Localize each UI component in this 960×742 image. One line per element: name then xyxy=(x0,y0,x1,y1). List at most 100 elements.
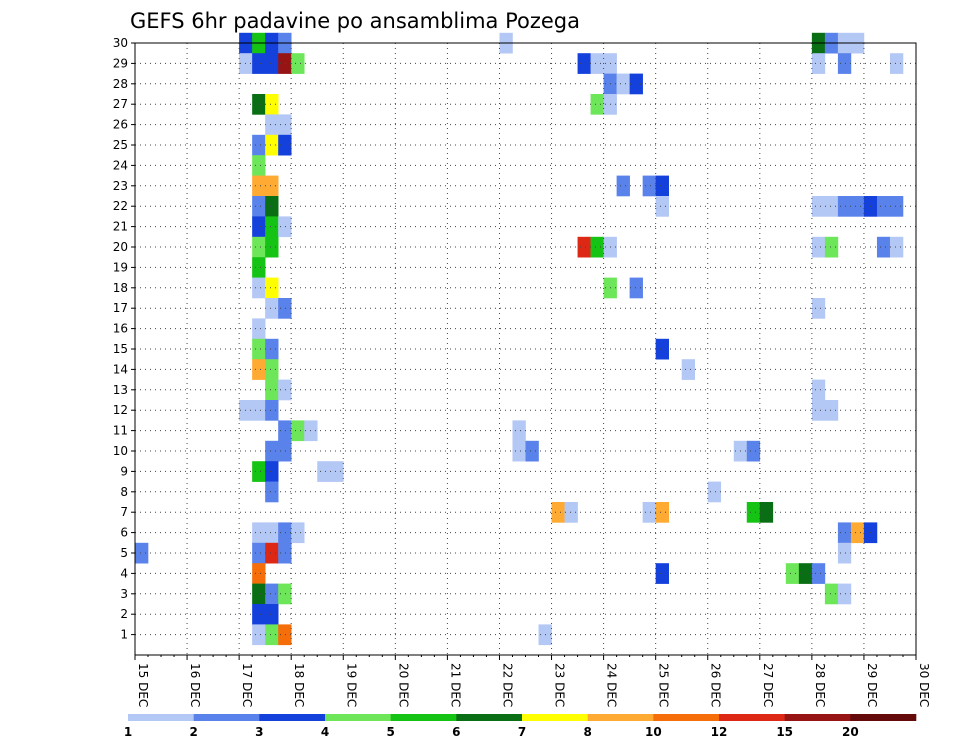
heatmap-cell xyxy=(317,461,331,482)
heatmap-cell xyxy=(252,318,266,340)
x-tick-label: 18 DEC xyxy=(292,663,306,707)
legend-label: 1 xyxy=(124,725,132,739)
legend-color-swatch xyxy=(193,714,260,721)
legend-color-swatch xyxy=(456,714,523,721)
heatmap-cell xyxy=(265,236,279,258)
x-tick-label: 28 DEC xyxy=(813,663,827,707)
heatmap-cell xyxy=(265,604,279,625)
heatmap-cell xyxy=(811,236,826,258)
heatmap-cell xyxy=(252,236,266,258)
legend-color-swatch xyxy=(719,714,785,721)
heatmap-cell xyxy=(278,583,292,605)
heatmap-cell xyxy=(265,175,279,197)
heatmap-cell xyxy=(252,257,266,278)
heatmap-cell xyxy=(265,583,279,605)
heatmap-cell xyxy=(265,134,279,156)
heatmap-cell xyxy=(252,216,266,238)
y-tick-label: 21 xyxy=(113,220,128,234)
heatmap-cell xyxy=(889,196,904,217)
y-tick-label: 24 xyxy=(113,158,128,172)
heatmap-cell xyxy=(278,440,292,462)
y-tick-label: 28 xyxy=(113,77,128,91)
legend-color-swatch xyxy=(522,714,588,721)
x-tick-label: 23 DEC xyxy=(553,663,567,707)
heatmap-cell xyxy=(291,420,305,442)
heatmap-cell xyxy=(837,583,852,605)
y-tick-label: 8 xyxy=(120,485,128,499)
y-tick-label: 6 xyxy=(120,526,128,540)
y-tick-label: 19 xyxy=(113,260,128,274)
y-tick-label: 9 xyxy=(120,464,128,478)
heatmap-cell xyxy=(655,563,669,584)
x-tick-label: 16 DEC xyxy=(188,663,202,707)
heatmap-cell xyxy=(889,236,904,258)
y-tick-label: 7 xyxy=(120,505,128,519)
heatmap-cell xyxy=(824,400,839,421)
heatmap-cell xyxy=(252,522,266,544)
heatmap-cell xyxy=(759,502,774,523)
x-tick-label: 25 DEC xyxy=(657,663,671,707)
legend-color-swatch xyxy=(128,714,194,721)
heatmap-cell xyxy=(252,196,266,217)
heatmap-cell xyxy=(564,502,578,523)
heatmap-cell xyxy=(876,236,891,258)
heatmap-cell xyxy=(265,542,279,564)
x-tick-label: 30 DEC xyxy=(917,663,931,707)
heatmap-cell xyxy=(252,175,266,197)
heatmap-cell xyxy=(824,196,839,217)
heatmap-cell xyxy=(265,216,279,238)
legend-colorbar: 1 2 3 4 5 6 7 8 10 12 15 20 xyxy=(124,714,917,739)
heatmap-cell xyxy=(252,53,266,74)
heatmap-cell xyxy=(655,175,669,197)
heatmap-cell xyxy=(616,175,630,197)
heatmap-cell xyxy=(252,583,266,605)
heatmap-cell xyxy=(278,379,292,401)
heatmap-cell xyxy=(252,400,266,421)
x-tick-label: 21 DEC xyxy=(448,663,462,707)
legend-label: 2 xyxy=(189,725,197,739)
legend-color-swatch xyxy=(587,714,654,721)
y-tick-label: 23 xyxy=(113,179,128,193)
x-tick-label: 19 DEC xyxy=(344,663,358,707)
heatmap-cell xyxy=(278,298,292,319)
heatmap-cell xyxy=(265,338,279,360)
legend-label: 4 xyxy=(321,725,329,739)
y-tick-label: 2 xyxy=(120,607,128,621)
heatmap-cell xyxy=(629,277,643,299)
x-tick-label: 26 DEC xyxy=(709,663,723,707)
legend-label: 10 xyxy=(645,725,662,739)
heatmap-cell xyxy=(265,440,279,462)
legend-color-swatch xyxy=(325,714,391,721)
legend-label: 5 xyxy=(386,725,394,739)
y-tick-label: 20 xyxy=(113,240,128,254)
heatmap-cell xyxy=(811,53,826,74)
heatmap-cell xyxy=(837,53,852,74)
heatmap-cell xyxy=(889,53,904,74)
heatmap-cell xyxy=(278,624,292,646)
heatmap-cell xyxy=(265,53,279,74)
y-tick-label: 3 xyxy=(120,587,128,601)
heatmap-cell xyxy=(278,53,292,74)
heatmap-cell xyxy=(590,53,604,74)
heatmap-cell xyxy=(681,359,696,380)
heatmap-cell xyxy=(655,338,669,360)
heatmap-cell xyxy=(278,542,292,564)
heatmap-cell xyxy=(590,236,604,258)
heatmap-cell xyxy=(135,542,149,564)
legend-color-swatch xyxy=(390,714,457,721)
legend-color-swatch xyxy=(784,714,851,721)
heatmap-cell xyxy=(265,624,279,646)
heatmap-cell xyxy=(785,563,800,584)
y-tick-label: 16 xyxy=(113,322,128,336)
heatmap-cell xyxy=(291,522,305,544)
heatmap-cell xyxy=(811,196,826,217)
heatmap-cell xyxy=(278,114,292,136)
heatmap-cell xyxy=(265,114,279,136)
heatmap-cell xyxy=(655,502,669,523)
heatmap-cell xyxy=(551,502,565,523)
x-tick-label: 29 DEC xyxy=(865,663,879,707)
y-tick-label: 12 xyxy=(113,403,128,417)
heatmap-cells xyxy=(135,32,904,646)
heatmap-cell xyxy=(265,522,279,544)
heatmap-cell xyxy=(252,338,266,360)
